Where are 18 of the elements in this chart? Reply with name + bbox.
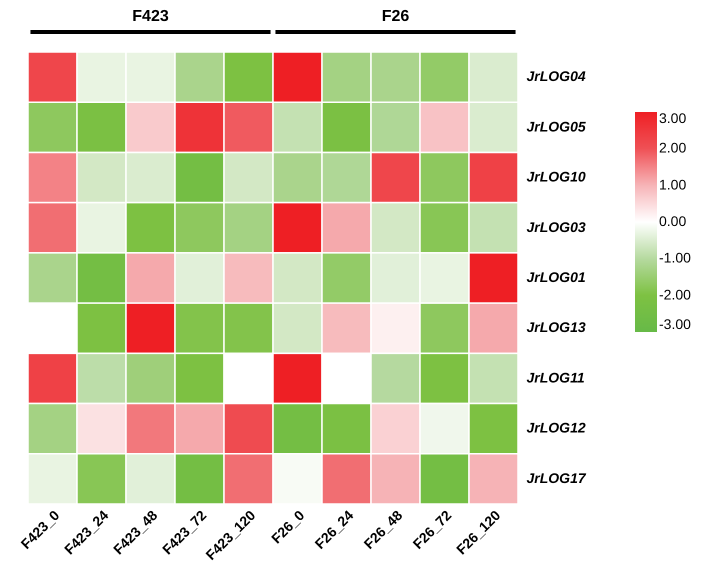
color-bar-label: -3.00 <box>659 316 692 332</box>
text: F423 <box>132 8 169 25</box>
color-bar-label: -2.00 <box>659 286 692 302</box>
color-bar-label: -1.00 <box>659 250 692 266</box>
y-tick-label: JrLOG13 <box>526 319 586 336</box>
y-tick-label: JrLOG10 <box>526 168 586 185</box>
text: F26 <box>382 8 410 25</box>
y-tick-label: JrLOG03 <box>526 218 586 235</box>
color-bar-label: 1.00 <box>659 176 686 192</box>
y-tick-label: JrLOG01 <box>526 269 586 285</box>
color-bar-label: 2.00 <box>659 140 686 156</box>
color-bar-label: 3.00 <box>659 110 686 126</box>
y-tick-label: JrLOG11 <box>526 369 585 386</box>
color-bar-label: 0.00 <box>659 213 686 229</box>
y-tick-label: JrLOG04 <box>526 68 586 84</box>
y-tick-label: JrLOG05 <box>526 118 586 134</box>
y-tick-label: JrLOG17 <box>526 470 587 486</box>
y-tick-label: JrLOG12 <box>526 420 586 436</box>
